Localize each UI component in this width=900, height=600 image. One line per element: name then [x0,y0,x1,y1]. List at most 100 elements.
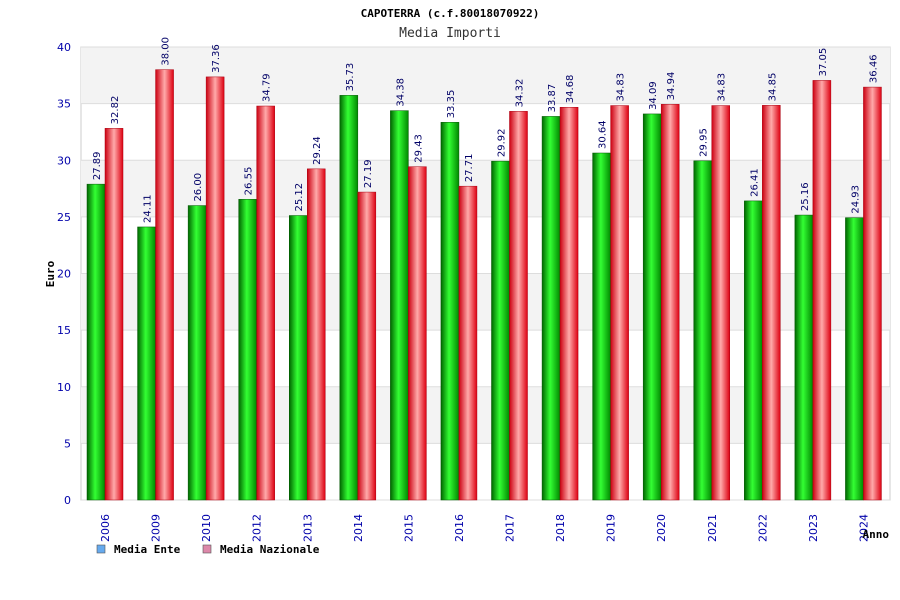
x-tick-label: 2010 [200,514,213,542]
x-tick-label: 2014 [352,514,365,542]
bar-media-ente-2023 [794,214,814,501]
bar-media-ente-2021 [693,160,712,501]
legend-label: Media Nazionale [220,543,320,556]
x-tick-label: 2016 [453,514,466,542]
y-axis-ticks: 0 5 10 15 20 25 30 35 40 [57,41,71,507]
value-label: 29.95 [699,128,710,157]
x-axis-ticks: 2006 2009 2010 2012 2013 2014 2015 2016 2017 2018… [99,514,870,542]
bar-media-nazionale-2022 [762,105,781,501]
bar-media-nazionale-2020 [660,104,680,501]
y-tick-label: 5 [64,437,71,450]
value-label: 34.79 [262,73,273,102]
y-tick-label: 30 [57,154,71,167]
value-label: 24.93 [850,185,861,214]
value-label: 30.64 [598,120,609,149]
bar-media-ente-2022 [744,200,763,501]
x-tick-label: 2006 [99,514,112,542]
y-tick-label: 15 [57,324,71,337]
x-tick-label: 2017 [504,514,517,542]
value-labels: 27.89 32.82 24.11 38.00 26.00 37.36 26.55 34.79… [92,37,879,223]
legend-swatch [96,544,106,554]
x-tick-label: 2023 [807,514,820,542]
bar-media-ente-2006 [86,183,106,501]
bar-media-ente-2016 [440,122,460,501]
y-axis-label: Euro [44,260,57,287]
x-tick-label: 2022 [756,514,769,542]
bar-media-ente-2017 [491,160,510,501]
x-tick-label: 2012 [251,514,264,542]
value-label: 25.16 [800,182,811,211]
value-label: 35.73 [345,63,356,92]
bar-media-nazionale-2016 [458,185,478,501]
x-tick-label: 2020 [655,514,668,542]
bar-media-nazionale-2018 [559,106,579,501]
y-tick-label: 25 [57,211,71,224]
value-label: 27.19 [363,159,374,188]
value-label: 26.41 [749,168,760,197]
value-label: 26.55 [244,167,255,196]
value-label: 33.87 [547,84,558,113]
bar-media-ente-2012 [238,199,257,501]
bar-media-nazionale-2009 [155,69,174,501]
legend-swatch [202,544,212,554]
bar-media-nazionale-2014 [357,191,377,501]
x-tick-label: 2018 [554,514,567,542]
value-label: 32.82 [110,96,121,125]
bar-media-ente-2020 [642,113,662,501]
value-label: 27.71 [464,154,475,183]
value-label: 34.68 [565,75,576,104]
bar-media-nazionale-2006 [104,128,124,501]
x-tick-label: 2019 [605,514,618,542]
x-tick-label: 2013 [301,514,314,542]
value-label: 34.38 [395,78,406,107]
bar-media-nazionale-2023 [812,80,832,501]
y-tick-label: 0 [64,494,71,507]
value-label: 36.46 [868,54,879,83]
value-label: 26.00 [193,173,204,202]
x-tick-label: 2024 [857,514,870,542]
x-tick-label: 2015 [402,514,415,542]
bar-media-nazionale-2015 [408,166,427,501]
y-tick-label: 10 [57,381,71,394]
value-label: 27.89 [92,152,103,181]
x-axis-label: Anno [863,528,890,541]
value-label: 33.35 [446,90,457,119]
value-label: 29.24 [312,136,323,165]
x-tick-label: 2021 [706,514,719,542]
bar-media-ente-2024 [845,217,864,501]
bar-media-nazionale-2021 [711,105,730,501]
value-label: 34.85 [767,73,778,102]
bar-media-nazionale-2019 [610,105,629,501]
bar-media-ente-2019 [592,152,611,501]
bar-media-ente-2015 [390,110,409,501]
chart-subtitle: Media Importi [399,26,501,41]
value-label: 34.94 [666,72,677,101]
bar-media-nazionale-2017 [509,111,528,501]
legend-label: Media Ente [114,543,181,556]
value-label: 34.83 [717,73,728,102]
bar-media-ente-2009 [137,226,156,501]
value-label: 34.32 [515,79,526,108]
bar-media-nazionale-2024 [863,86,882,501]
y-tick-label: 35 [57,98,71,111]
bar-media-ente-2013 [289,215,308,501]
y-tick-label: 20 [57,268,71,281]
value-label: 29.92 [497,129,508,158]
bar-media-nazionale-2012 [256,105,275,501]
value-label: 25.12 [294,183,305,212]
bar-media-ente-2018 [541,116,561,501]
x-tick-label: 2009 [150,514,163,542]
value-label: 38.00 [161,37,172,66]
value-label: 34.83 [616,73,627,102]
bar-media-nazionale-2013 [307,168,326,501]
value-label: 37.36 [211,44,222,73]
legend: Media Ente Media Nazionale [96,543,320,556]
bars [86,69,882,501]
value-label: 24.11 [143,194,154,223]
y-tick-label: 40 [57,41,71,54]
bar-media-ente-2014 [339,95,359,501]
value-label: 34.09 [648,81,659,110]
chart-title: CAPOTERRA (c.f.80018070922) [361,7,540,20]
value-label: 37.05 [818,48,829,77]
